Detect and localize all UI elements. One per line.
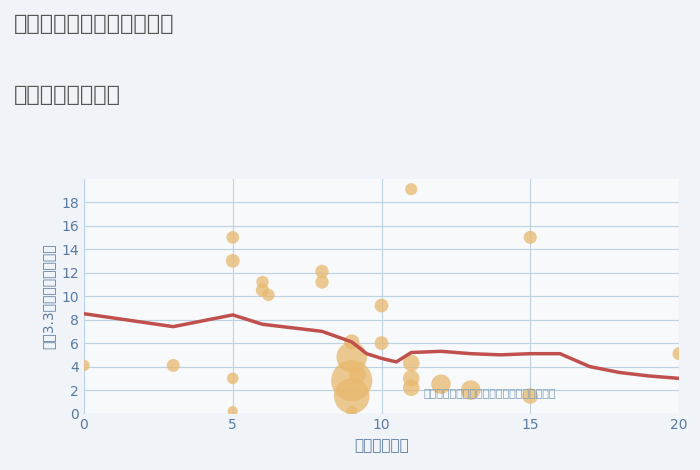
Point [346,338,357,346]
Point [227,407,238,415]
Point [346,407,357,415]
Point [227,375,238,382]
Point [316,278,328,286]
Point [406,384,417,392]
Point [346,353,357,361]
Point [227,257,238,265]
Point [316,268,328,275]
Text: 円の大きさは、取引のあった物件面積を示す: 円の大きさは、取引のあった物件面積を示す [423,390,556,400]
Point [227,234,238,241]
Point [525,392,536,399]
Point [257,278,268,286]
Point [376,302,387,309]
Text: 駅距離別土地価格: 駅距離別土地価格 [14,85,121,105]
Point [263,291,274,299]
Y-axis label: 坪（3.3㎡）単価（万円）: 坪（3.3㎡）単価（万円） [42,243,56,349]
Point [465,386,476,394]
Point [406,375,417,382]
Point [376,339,387,347]
Point [168,362,179,369]
X-axis label: 駅距離（分）: 駅距離（分） [354,438,409,453]
Point [78,362,90,369]
Text: 三重県伊賀市上野鉄砲町の: 三重県伊賀市上野鉄砲町の [14,14,174,34]
Point [673,350,685,358]
Point [525,234,536,241]
Point [406,185,417,193]
Point [346,392,357,399]
Point [257,286,268,294]
Point [352,371,363,379]
Point [346,377,357,384]
Point [435,381,447,388]
Point [406,359,417,367]
